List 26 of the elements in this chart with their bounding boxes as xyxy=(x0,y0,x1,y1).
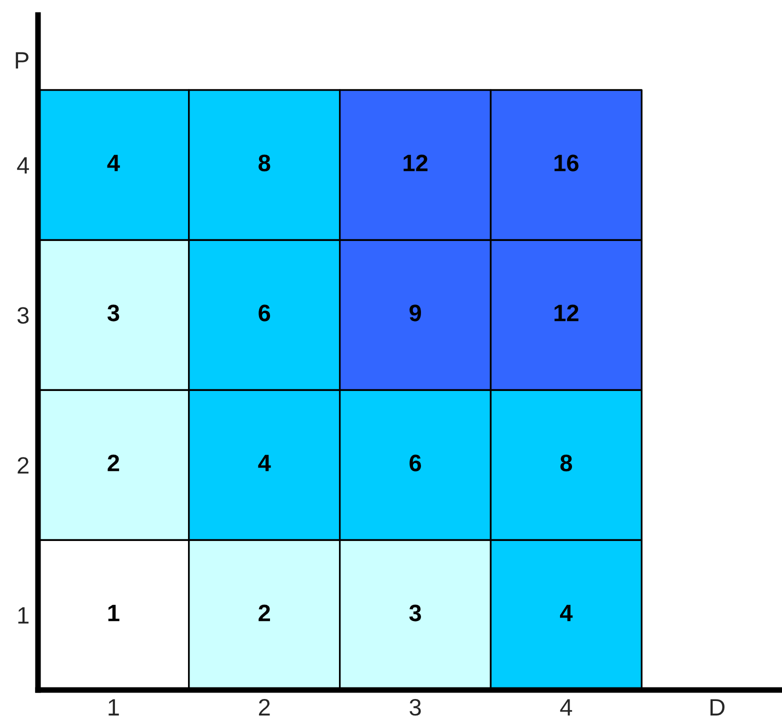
data-label: 16 xyxy=(554,154,578,172)
y-tick-label: 3 xyxy=(17,307,29,324)
x-axis-title: D xyxy=(710,699,725,716)
data-label: 12 xyxy=(554,304,578,322)
y-tick-label: 1 xyxy=(18,607,29,624)
data-label: 6 xyxy=(410,454,421,472)
x-tick-label: 2 xyxy=(258,698,270,716)
data-label: 2 xyxy=(108,454,120,472)
x-tick-label: 3 xyxy=(410,698,421,716)
y-tick-label: 2 xyxy=(18,457,28,474)
data-label: 2 xyxy=(258,604,270,622)
y-tick-label: 4 xyxy=(17,157,29,174)
data-label: 3 xyxy=(409,604,421,622)
data-label: 4 xyxy=(107,154,120,172)
data-label: 8 xyxy=(258,154,270,172)
data-label: 9 xyxy=(410,304,421,322)
data-label: 4 xyxy=(258,454,271,472)
data-label: 3 xyxy=(107,304,120,322)
data-label: 6 xyxy=(258,304,270,322)
y-axis-title: P xyxy=(16,52,28,69)
data-label: 4 xyxy=(560,604,573,622)
data-label: 1 xyxy=(108,604,120,622)
data-label: 8 xyxy=(560,454,572,472)
x-tick-label: 1 xyxy=(108,699,119,716)
x-tick-label: 4 xyxy=(560,699,572,716)
data-label: 12 xyxy=(404,154,428,172)
